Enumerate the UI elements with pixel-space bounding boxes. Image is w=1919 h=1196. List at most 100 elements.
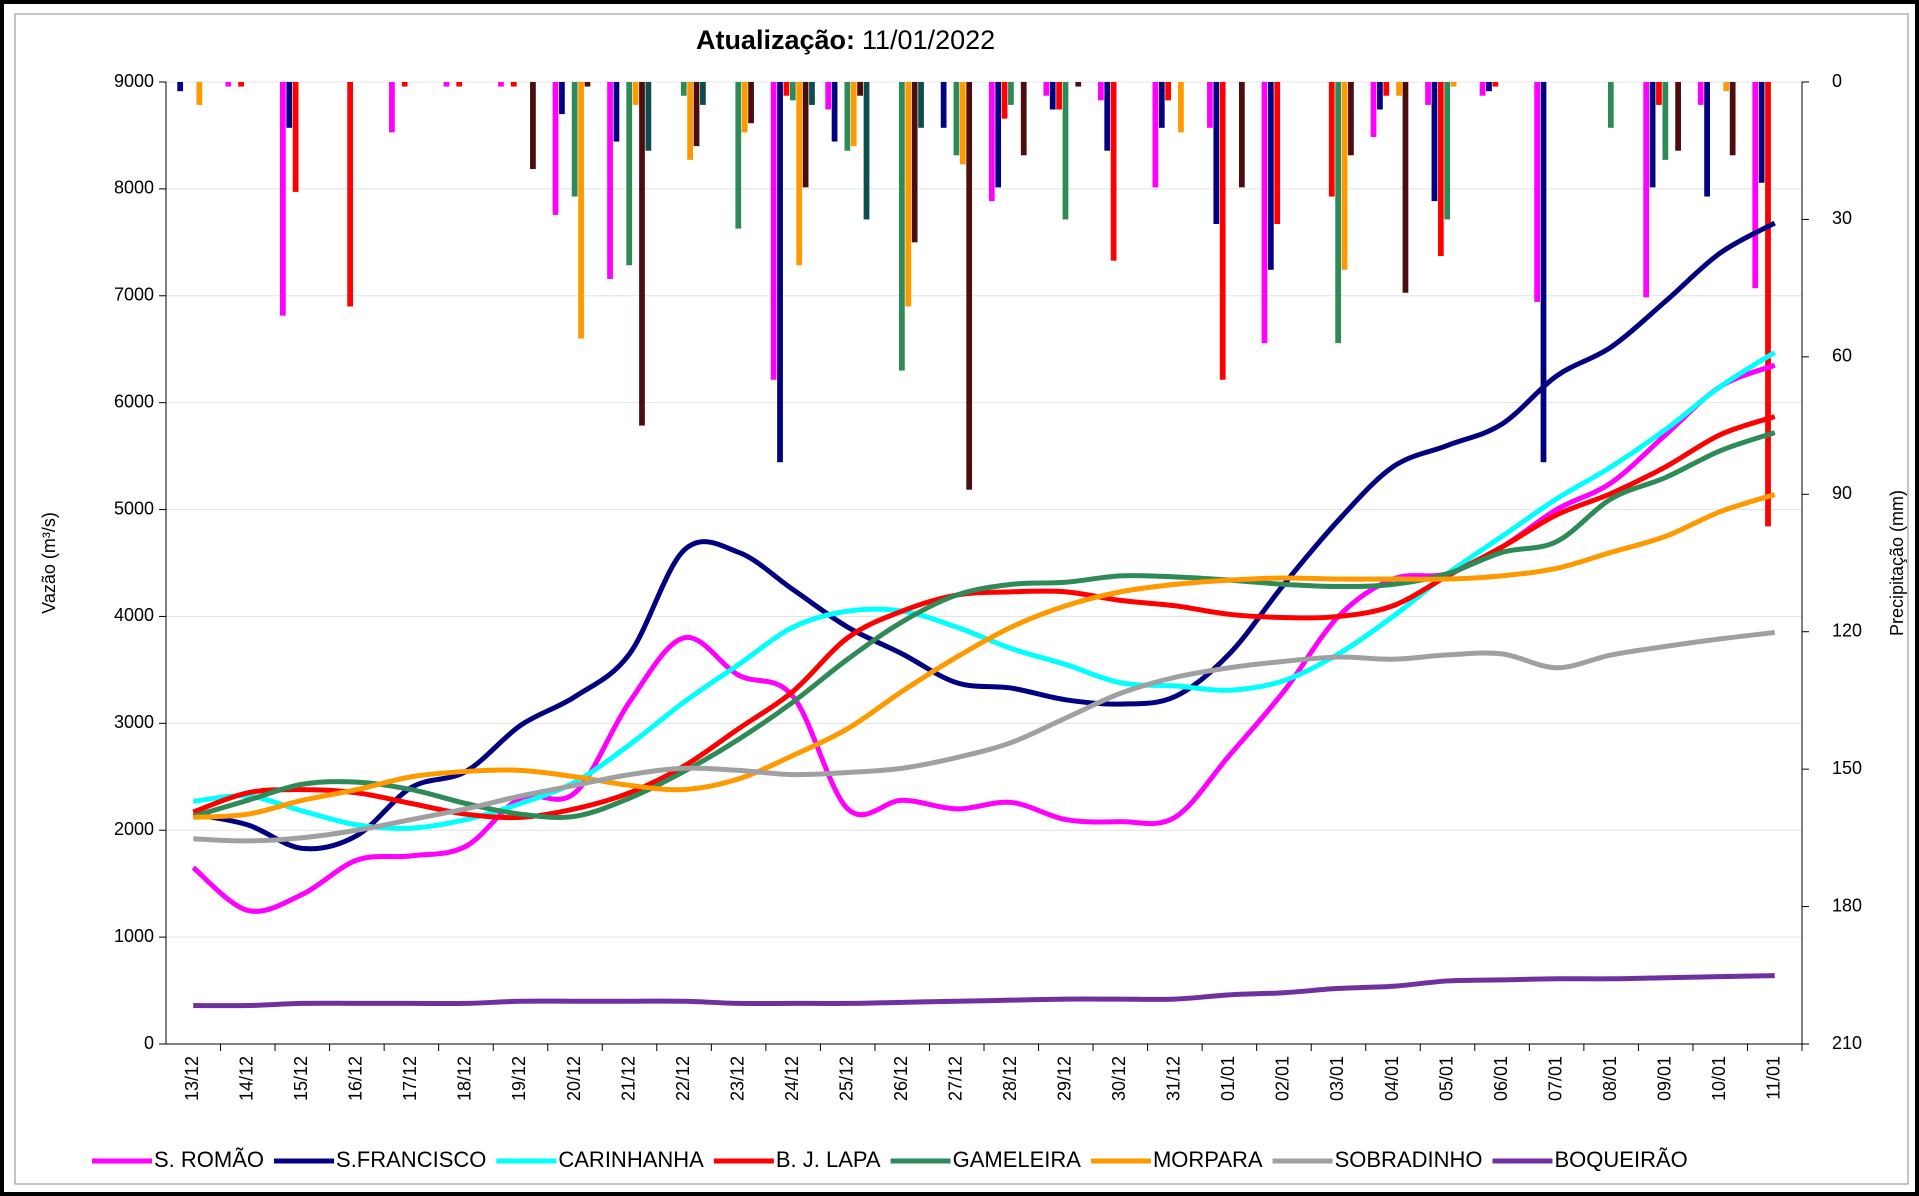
legend-label: GAMELEIRA <box>953 1147 1082 1172</box>
precip-bar <box>1056 82 1062 110</box>
x-tick-label: 09/01 <box>1654 1056 1674 1101</box>
precip-bar <box>1450 82 1457 87</box>
y2-tick-label: 90 <box>1832 483 1852 503</box>
precip-bar <box>389 82 395 133</box>
precip-bar <box>953 82 960 156</box>
precip-bar <box>645 82 652 151</box>
precip-bar <box>1152 82 1159 188</box>
x-tick-label: 10/01 <box>1709 1056 1729 1101</box>
precip-bar <box>1274 82 1281 225</box>
precip-bar <box>995 82 1002 188</box>
precip-bar <box>1341 82 1348 270</box>
legend-label: SOBRADINHO <box>1335 1147 1483 1172</box>
precip-bar <box>748 82 754 124</box>
precip-bar <box>1008 82 1014 105</box>
x-tick-label: 21/12 <box>618 1056 638 1101</box>
precip-bar <box>1437 82 1444 257</box>
precip-bar <box>1213 82 1220 225</box>
precip-bar <box>825 82 832 110</box>
precip-bar <box>584 82 591 87</box>
x-tick-label: 03/01 <box>1327 1056 1347 1101</box>
precip-bar <box>789 82 796 101</box>
y2-axis-title: Precipitação (mm) <box>1887 490 1907 636</box>
y-tick-label: 3000 <box>114 712 154 732</box>
x-tick-label: 28/12 <box>1000 1056 1020 1101</box>
precip-bar <box>1238 82 1245 188</box>
y-tick-label: 2000 <box>114 819 154 839</box>
precip-bar <box>1649 82 1656 188</box>
precip-bar <box>770 82 777 380</box>
y-tick-label: 1000 <box>114 926 154 946</box>
x-tick-label: 19/12 <box>509 1056 529 1101</box>
y2-tick-label: 120 <box>1832 620 1862 640</box>
precip-bar <box>607 82 613 279</box>
precip-bar <box>1335 82 1342 344</box>
precip-bar <box>905 82 912 307</box>
precip-bar <box>1704 82 1710 197</box>
y-tick-label: 9000 <box>114 71 154 91</box>
x-tick-label: 25/12 <box>836 1056 856 1101</box>
precip-bar <box>687 82 694 160</box>
precip-bar <box>1158 82 1165 128</box>
x-tick-label: 06/01 <box>1491 1056 1511 1101</box>
precip-bar <box>1075 82 1082 87</box>
precip-bar <box>1534 82 1540 302</box>
series-line <box>192 414 1776 821</box>
precip-bar <box>401 82 408 87</box>
precip-bar <box>700 82 706 105</box>
precip-bar <box>741 82 748 133</box>
y-axis-title: Vazão (m³/s) <box>39 512 59 614</box>
precip-bar <box>1486 82 1492 92</box>
x-tick-label: 02/01 <box>1273 1056 1293 1101</box>
precip-bar <box>1662 82 1669 160</box>
precip-bar <box>1110 82 1117 261</box>
y2-tick-label: 30 <box>1832 208 1852 228</box>
series-line <box>192 430 1776 820</box>
precip-bar <box>1370 82 1377 137</box>
precip-bar <box>1479 82 1486 96</box>
precip-bar <box>1643 82 1650 298</box>
precip-bar <box>1723 82 1730 92</box>
precip-bar <box>1377 82 1383 110</box>
x-tick-label: 05/01 <box>1436 1056 1456 1101</box>
legend-label: BOQUEIRÃO <box>1555 1147 1688 1172</box>
precip-bar <box>1207 82 1213 128</box>
precip-bar <box>863 82 870 220</box>
precip-bar <box>918 82 924 128</box>
y-tick-label: 8000 <box>114 178 154 198</box>
precip-bar <box>966 82 973 490</box>
precip-bar <box>279 82 286 316</box>
precip-bar <box>1097 82 1104 101</box>
y-tick-label: 5000 <box>114 498 154 518</box>
precip-bar <box>1328 82 1335 197</box>
y2-tick-label: 0 <box>1832 71 1842 91</box>
precip-bar <box>626 82 633 266</box>
precip-bar <box>498 82 504 87</box>
x-tick-label: 07/01 <box>1545 1056 1565 1101</box>
precip-bar <box>988 82 995 202</box>
precip-bar <box>613 82 620 142</box>
precip-bar <box>347 82 354 307</box>
precip-bar <box>1540 82 1547 463</box>
legend-label: S. ROMÃO <box>154 1147 264 1172</box>
x-tick-label: 11/01 <box>1763 1056 1783 1100</box>
precip-bar <box>456 82 463 87</box>
y2-tick-label: 180 <box>1832 895 1862 915</box>
precip-bar <box>777 82 783 463</box>
y2-tick-label: 210 <box>1832 1033 1862 1053</box>
x-tick-label: 23/12 <box>727 1056 747 1101</box>
precip-bar <box>693 82 700 147</box>
x-tick-label: 29/12 <box>1055 1056 1075 1101</box>
precip-bar <box>1049 82 1056 110</box>
chart-frame <box>14 13 1909 1185</box>
y-tick-label: 0 <box>144 1033 154 1053</box>
precip-bar <box>1656 82 1662 105</box>
precip-bar <box>1062 82 1069 220</box>
precip-bar <box>1758 82 1765 183</box>
precip-bar <box>1425 82 1431 105</box>
precip-bar <box>1675 82 1681 151</box>
precip-bar <box>1697 82 1704 105</box>
legend-label: B. J. LAPA <box>776 1147 881 1172</box>
legend-label: MORPARA <box>1153 1147 1263 1172</box>
